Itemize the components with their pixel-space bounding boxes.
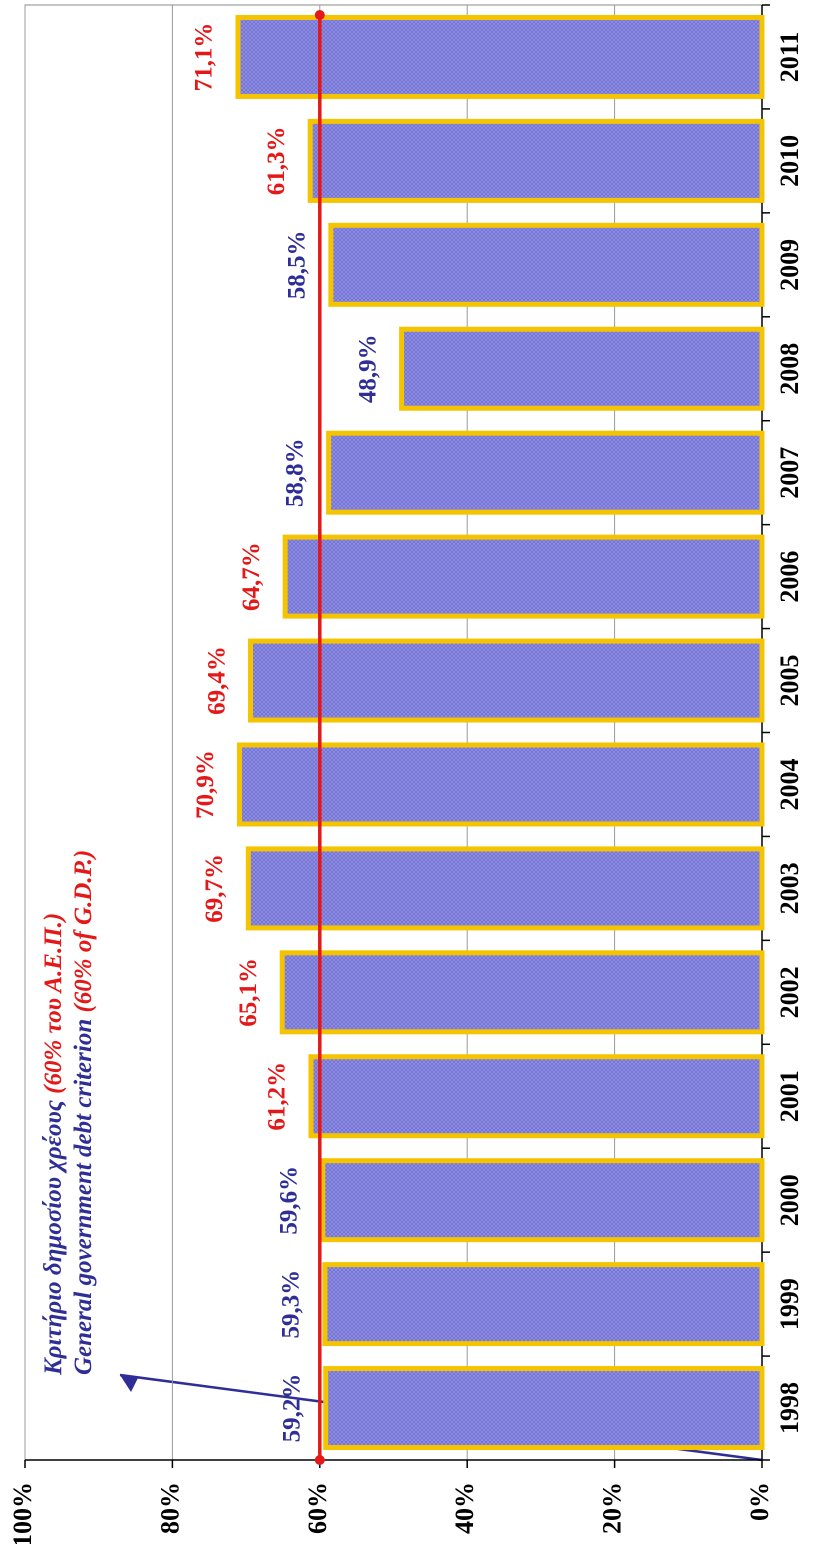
bar [308,1054,765,1139]
bar [307,118,765,203]
x-tick-label: 2002 [775,966,804,1018]
y-tick-label: 40% [450,1482,479,1534]
x-tick-label: 2000 [775,1174,804,1226]
threshold-marker [314,1455,325,1465]
value-label: 59,6% [275,1166,302,1235]
value-label: 70,9% [192,750,219,819]
value-label: 65,1% [235,958,262,1027]
arrow-head [120,1375,138,1392]
bar [279,950,765,1035]
annotation: Κριτήριο δημοσίου χρέους (60% του Α.Ε.Π.… [40,913,67,1376]
annotation-part: General government debt criterion [70,1013,97,1375]
value-label: 59,2% [278,1374,305,1443]
value-label: 64,7% [238,542,265,611]
annotation-part: (60% του Α.Ε.Π.) [40,913,67,1094]
bar [235,14,765,99]
x-tick-label: 1998 [775,1382,804,1434]
value-label: 69,7% [201,854,228,923]
bar [245,846,765,931]
x-tick-label: 2008 [775,343,804,395]
y-tick-label: 60% [303,1482,332,1534]
annotation-part: (60% of G.D.P.) [70,850,97,1013]
value-label: 59,3% [278,1270,305,1339]
value-label: 61,3% [263,127,290,196]
bar [322,1262,765,1347]
value-label: 69,4% [203,646,230,715]
bar [328,222,765,307]
value-label: 71,1% [191,23,218,92]
x-tick-label: 1999 [775,1278,804,1330]
x-tick-label: 2001 [775,1070,804,1122]
value-label: 48,9% [354,334,381,403]
x-tick-label: 2009 [775,239,804,291]
annotation: General government debt criterion (60% o… [70,850,97,1375]
x-tick-label: 2007 [775,447,804,499]
x-tick-label: 2006 [775,551,804,603]
x-tick-label: 2010 [775,135,804,187]
plot: 0% 20% 40% 60% 80% 100% 1998 59,2% 1999 59,3% 2000… [8,4,804,1544]
value-label: 61,2% [264,1062,291,1131]
y-tick-label: 0% [745,1482,774,1521]
bar [248,638,765,723]
x-tick-label: 2003 [775,862,804,914]
bar [282,534,765,619]
x-tick-label: 2005 [775,655,804,707]
bar [320,1158,765,1243]
bar [399,326,765,411]
bar [323,1366,765,1451]
bar [326,430,765,515]
x-tick-label: 2011 [775,32,804,83]
value-label: 58,5% [284,230,311,299]
y-tick-label: 20% [598,1482,627,1534]
y-tick-label: 80% [155,1482,184,1534]
x-tick-label: 2004 [775,758,804,810]
y-tick-label: 100% [8,1482,37,1544]
value-label: 58,8% [281,438,308,507]
annotation-part: Κριτήριο δημοσίου χρέους [40,1094,67,1376]
threshold-marker [314,10,325,20]
bar [236,742,765,827]
